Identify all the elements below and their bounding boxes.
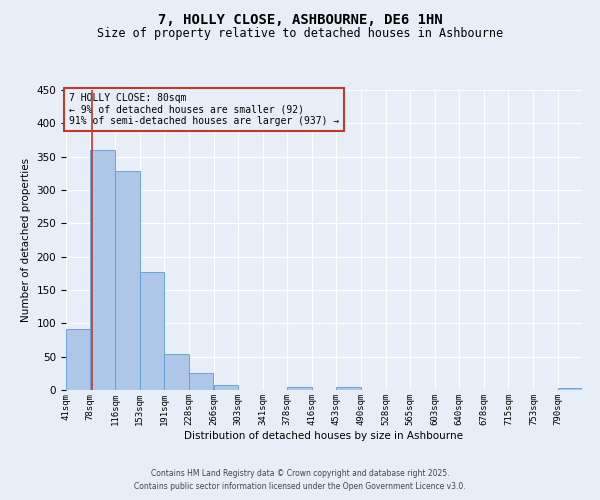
Bar bbox=[90, 150, 115, 390]
Text: 7, HOLLY CLOSE, ASHBOURNE, DE6 1HN: 7, HOLLY CLOSE, ASHBOURNE, DE6 1HN bbox=[158, 12, 442, 26]
Bar bbox=[140, 272, 164, 390]
Bar bbox=[337, 388, 361, 390]
Bar bbox=[164, 354, 189, 390]
Bar bbox=[115, 172, 140, 390]
Text: Contains public sector information licensed under the Open Government Licence v3: Contains public sector information licen… bbox=[134, 482, 466, 491]
Text: Contains HM Land Registry data © Crown copyright and database right 2025.: Contains HM Land Registry data © Crown c… bbox=[151, 468, 449, 477]
Text: Size of property relative to detached houses in Ashbourne: Size of property relative to detached ho… bbox=[97, 28, 503, 40]
Bar bbox=[287, 388, 311, 390]
Bar bbox=[189, 372, 213, 390]
Bar bbox=[214, 386, 238, 390]
Y-axis label: Number of detached properties: Number of detached properties bbox=[21, 158, 31, 322]
Text: 7 HOLLY CLOSE: 80sqm
← 9% of detached houses are smaller (92)
91% of semi-detach: 7 HOLLY CLOSE: 80sqm ← 9% of detached ho… bbox=[68, 93, 339, 126]
X-axis label: Distribution of detached houses by size in Ashbourne: Distribution of detached houses by size … bbox=[185, 430, 464, 440]
Bar bbox=[558, 388, 582, 390]
Bar bbox=[66, 328, 90, 390]
